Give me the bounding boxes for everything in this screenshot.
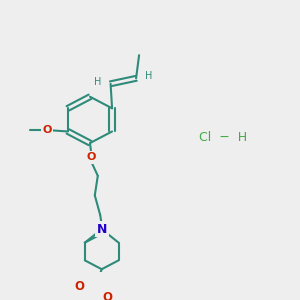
Text: O: O	[74, 280, 85, 293]
Text: N: N	[97, 223, 107, 236]
Text: H: H	[145, 71, 152, 81]
Text: O: O	[103, 291, 113, 300]
Text: O: O	[86, 152, 96, 162]
Text: H: H	[94, 76, 102, 87]
Text: N: N	[97, 223, 107, 236]
Text: O: O	[42, 125, 52, 135]
Text: Cl  −  H: Cl − H	[200, 131, 247, 144]
